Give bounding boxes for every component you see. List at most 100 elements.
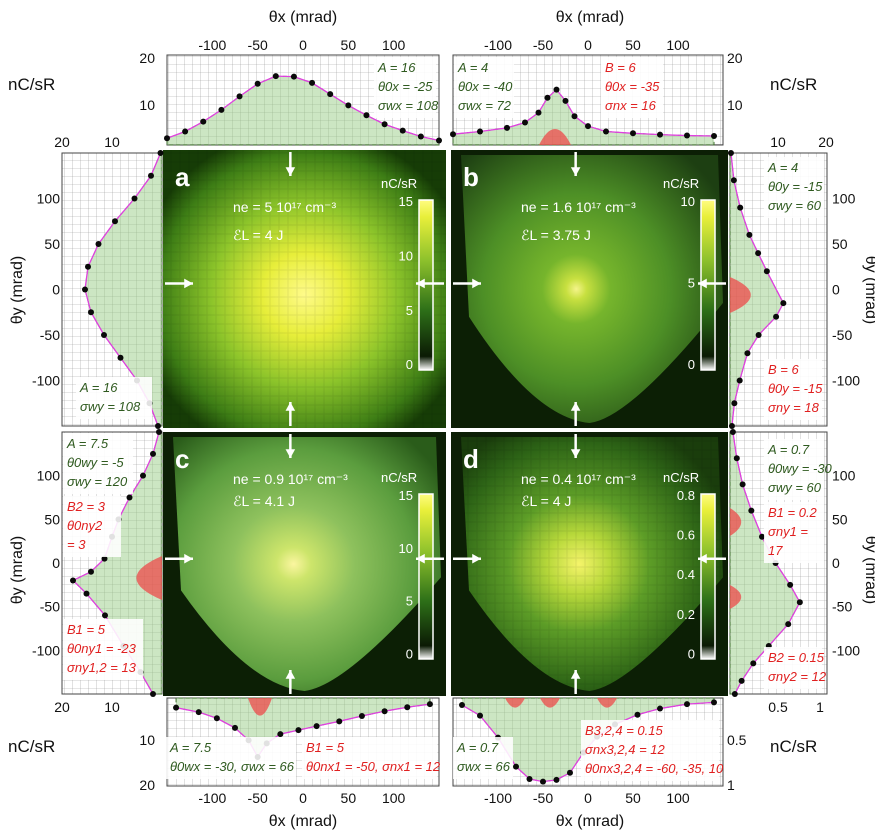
marker-arrowhead xyxy=(285,670,296,679)
marker-arrowhead xyxy=(184,278,193,289)
data-point xyxy=(522,119,528,126)
annotation-text: θ0nx3,2,4 = -60, -35, 10 xyxy=(585,761,724,776)
narrow-peak xyxy=(539,129,571,145)
y-tick-label: -50 xyxy=(40,327,60,343)
data-point xyxy=(728,423,735,429)
data-point xyxy=(295,727,302,734)
y-tick-label: -100 xyxy=(32,642,60,658)
data-point xyxy=(796,599,803,606)
data-point xyxy=(345,102,352,109)
x-tick-label: 0 xyxy=(299,37,307,53)
data-point xyxy=(562,97,569,104)
marker-arrowhead xyxy=(570,167,581,176)
colorbar-unit: nC/sR xyxy=(663,470,699,485)
data-point xyxy=(309,79,316,86)
value-tick: 10 xyxy=(727,97,743,113)
annotation-text: B1 = 5 xyxy=(67,622,106,637)
data-point xyxy=(363,112,370,119)
annotation-text: σny1 = xyxy=(768,524,808,539)
data-point xyxy=(95,241,102,247)
unit-label: nC/sR xyxy=(8,737,55,756)
y-tick-label: 0 xyxy=(832,282,840,298)
narrow-peak xyxy=(136,556,162,600)
y-tick-label: 50 xyxy=(832,236,848,252)
data-point xyxy=(477,128,483,135)
annotation-text: σwx = 66 xyxy=(457,759,511,774)
colorbar-tick: 0.4 xyxy=(677,567,695,582)
annotation-text: θ0ny1 = -23 xyxy=(67,641,137,656)
data-point xyxy=(232,724,238,731)
x-tick-label: -50 xyxy=(248,37,268,53)
annotation-box xyxy=(374,57,436,118)
value-tick: 0.5 xyxy=(727,732,747,748)
data-point xyxy=(513,763,519,770)
value-tick: 20 xyxy=(139,50,155,66)
marker-arrowhead xyxy=(570,402,581,411)
annotation-text: σny1,2 = 13 xyxy=(67,660,137,675)
data-point xyxy=(731,400,738,407)
narrow-peak xyxy=(730,277,751,313)
annotation-text: B = 6 xyxy=(605,60,636,75)
colorbar-tick: 0 xyxy=(688,646,695,661)
data-point xyxy=(603,128,609,135)
data-point xyxy=(88,309,94,316)
narrow-peak xyxy=(730,585,742,609)
annotation-box xyxy=(764,157,824,218)
data-point xyxy=(277,731,284,738)
data-point xyxy=(101,555,108,562)
annotation-text: B2 = 3 xyxy=(67,499,106,514)
value-tick: 20 xyxy=(139,777,155,793)
value-tick: 10 xyxy=(139,97,155,113)
y-tick-label: -50 xyxy=(40,599,60,615)
y-tick-label: -50 xyxy=(832,327,852,343)
x-axis-title: θx (mrad) xyxy=(556,9,624,26)
y-tick-label: 0 xyxy=(832,555,840,571)
marker-arrowhead xyxy=(472,553,481,564)
density-label: ne = 5 10¹⁷ cm⁻³ xyxy=(233,199,336,215)
annotation-text: θ0wx = -30, σwx = 66 xyxy=(170,759,295,774)
y-tick-label: -100 xyxy=(832,373,860,389)
narrow-peak xyxy=(248,698,272,716)
data-point xyxy=(254,80,261,87)
energy-label: ℰL = 4 J xyxy=(233,227,283,243)
data-point xyxy=(459,702,465,709)
marker-arrowhead xyxy=(472,278,481,289)
data-point xyxy=(173,704,180,711)
annotation-text: θ0y = -15 xyxy=(768,179,823,194)
value-tick: 20 xyxy=(54,699,70,715)
annotation-box xyxy=(581,720,719,781)
annotation-box xyxy=(764,439,824,500)
colorbar-tick: 5 xyxy=(406,594,413,609)
data-point xyxy=(155,423,161,429)
annotation-text: A = 7.5 xyxy=(169,740,212,755)
data-point xyxy=(571,113,578,120)
data-point xyxy=(417,133,424,140)
x-axis-title: θx (mrad) xyxy=(269,9,337,26)
x-tick-label: -100 xyxy=(198,37,226,53)
heatmap-image xyxy=(173,437,441,691)
annotation-text: A = 16 xyxy=(79,380,118,395)
unit-label: nC/sR xyxy=(770,75,817,94)
annotation-box xyxy=(453,737,513,779)
data-point xyxy=(535,109,542,116)
value-tick: 10 xyxy=(104,699,120,715)
x-tick-label: -50 xyxy=(533,790,553,806)
panel-letter: c xyxy=(175,444,189,474)
colorbar-tick: 0 xyxy=(406,646,413,661)
y-tick-label: 100 xyxy=(37,191,61,207)
colorbar-tick: 10 xyxy=(399,541,413,556)
x-tick-label: 50 xyxy=(341,37,357,53)
narrow-peak xyxy=(505,698,525,708)
data-point xyxy=(711,133,717,139)
data-point xyxy=(83,590,90,597)
annotation-text: σwy = 120 xyxy=(67,474,128,489)
data-point xyxy=(657,131,663,138)
data-point xyxy=(399,127,406,134)
data-point xyxy=(748,507,755,514)
value-tick: 20 xyxy=(818,134,834,150)
colorbar-unit: nC/sR xyxy=(663,176,699,191)
data-point xyxy=(744,350,751,357)
x-tick-label: 100 xyxy=(666,37,690,53)
colorbar-tick: 0.6 xyxy=(677,528,695,543)
y-tick-label: 0 xyxy=(52,555,60,571)
